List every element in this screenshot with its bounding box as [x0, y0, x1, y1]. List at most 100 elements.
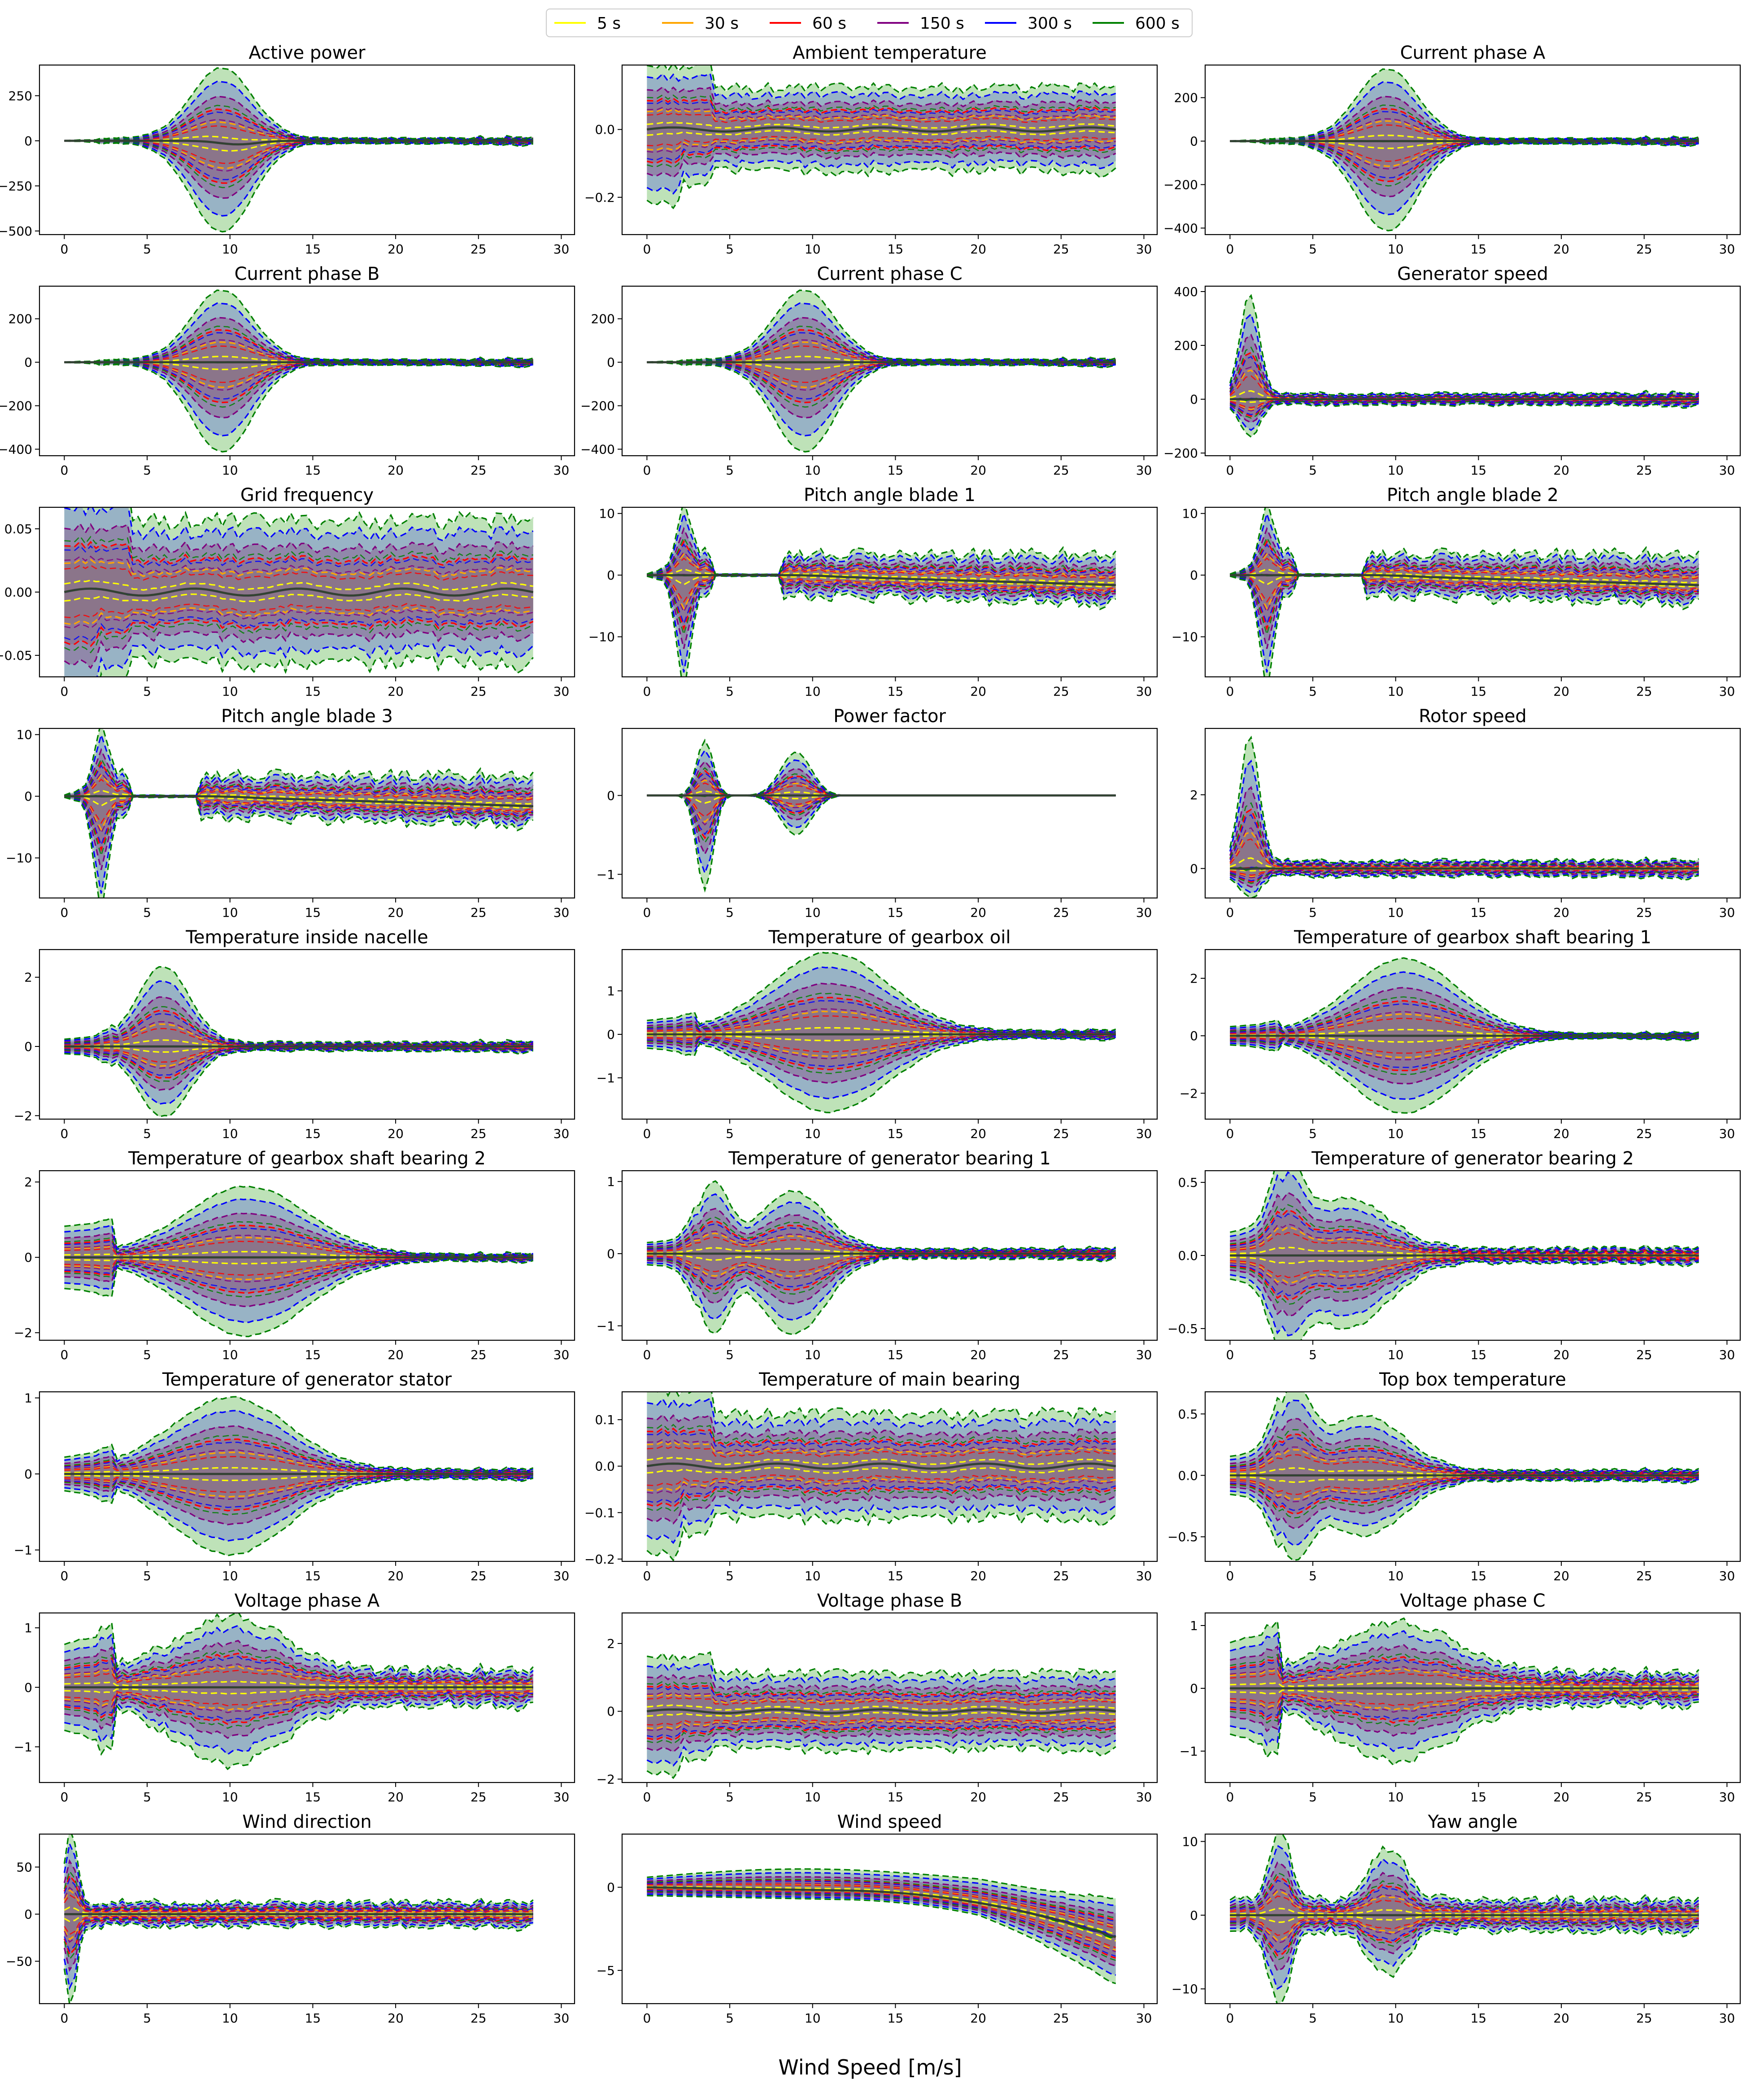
y-tick-label: 0 — [1190, 861, 1198, 876]
envelope-upper-line — [647, 527, 1116, 575]
overall-median-line — [1230, 574, 1699, 586]
x-tick-label: 10 — [1388, 1569, 1404, 1583]
quantile-line — [1229, 802, 1699, 867]
x-tick-label: 0 — [60, 1790, 68, 1804]
x-tick-label: 5 — [143, 905, 151, 920]
envelope-fill — [64, 68, 533, 232]
subplot-title: Temperature inside nacelle — [185, 927, 428, 948]
quantile-line — [1230, 869, 1699, 879]
x-tick-label: 15 — [1471, 2011, 1487, 2026]
envelope-lower-line — [64, 1258, 533, 1308]
envelope-upper-line — [655, 1392, 1116, 1421]
subplot: Yaw angle 0 5 10 15 20 25 30 −10 0 10 — [1172, 1812, 1741, 2026]
envelope-upper-line — [63, 1889, 534, 1913]
quantile-line — [1230, 869, 1699, 876]
x-tick-label: 25 — [470, 2011, 487, 2026]
axes-frame — [621, 64, 1158, 235]
envelope-upper-line — [64, 732, 534, 797]
plot-area — [1229, 1834, 1699, 2004]
x-tick-label: 10 — [222, 1347, 238, 1362]
y-tick-label: 0 — [24, 789, 32, 804]
x-tick-label: 10 — [1388, 242, 1404, 257]
x-tick-label: 25 — [1053, 2011, 1069, 2026]
envelope-fill — [647, 1442, 1116, 1491]
envelope-fill — [1230, 82, 1699, 215]
x-tick-label: 15 — [305, 463, 321, 478]
x-tick-label: 10 — [222, 242, 238, 257]
x-tick-label: 20 — [388, 1569, 404, 1583]
x-tick-label: 30 — [1719, 1569, 1735, 1583]
y-tick-label: 0 — [1190, 1908, 1198, 1923]
y-tick-label: 0 — [1190, 1029, 1198, 1043]
plot-area — [1230, 68, 1699, 231]
envelope-upper-line — [647, 1441, 1116, 1456]
envelope-lower-line — [1230, 1036, 1699, 1100]
envelope-upper-line — [64, 540, 533, 566]
quantile-line — [1230, 996, 1699, 1036]
quantile-line — [1230, 1918, 1699, 1944]
subplot-title: Pitch angle blade 3 — [221, 706, 393, 727]
quantile-line — [647, 1681, 1116, 1696]
axes-frame — [621, 1612, 1158, 1783]
quantile-line — [64, 1915, 533, 1935]
y-tick-label: 0 — [607, 568, 615, 583]
y-tick-label: 0 — [607, 1027, 615, 1042]
x-tick-label: 10 — [1388, 1347, 1404, 1362]
subplot: Generator speed 0 5 10 15 20 25 30 −200 0 200 400 — [1163, 264, 1741, 478]
envelope-upper-line — [64, 1680, 533, 1687]
plot-area — [64, 67, 534, 233]
legend-label: 150 s — [920, 14, 964, 33]
x-tick-label: 5 — [143, 463, 151, 478]
envelope-lower-line — [64, 1259, 534, 1338]
x-tick-label: 5 — [143, 1790, 151, 1804]
quantile-line — [647, 94, 1116, 113]
subplot: Temperature of gearbox shaft bearing 1 0 5… — [1180, 927, 1741, 1141]
x-tick-label: 25 — [1053, 242, 1069, 257]
envelope-upper-line — [64, 67, 534, 142]
x-tick-label: 20 — [388, 1347, 404, 1362]
quantile-line — [64, 1656, 534, 1683]
subplot-title: Active power — [248, 43, 366, 63]
x-tick-label: 0 — [60, 905, 68, 920]
envelope-upper-line — [1229, 507, 1699, 575]
y-tick-label: 0 — [24, 355, 32, 370]
quantile-line — [64, 1474, 533, 1508]
y-tick-label: −10 — [6, 851, 32, 866]
x-tick-label: 5 — [143, 1126, 151, 1141]
subplot: Grid frequency 0 5 10 15 20 25 30 −0.05 0.00 0.05 — [0, 485, 575, 699]
plot-area — [647, 289, 1116, 453]
overall-median-line — [64, 587, 534, 597]
x-tick-label: 15 — [305, 242, 321, 257]
envelope-lower-line — [647, 362, 1116, 419]
subplot-title: Temperature of gearbox oil — [768, 927, 1010, 948]
envelope-upper-line — [647, 1693, 1116, 1704]
quantile-line — [64, 1691, 533, 1713]
x-tick-label: 5 — [1309, 1790, 1317, 1804]
envelope-upper-line — [64, 289, 534, 363]
x-tick-label: 10 — [805, 463, 821, 478]
x-tick-label: 20 — [1553, 684, 1569, 699]
envelope-upper-line — [647, 317, 1116, 363]
x-tick-label: 20 — [970, 905, 986, 920]
x-tick-label: 20 — [1553, 2011, 1569, 2026]
envelope-upper-line — [64, 1665, 534, 1685]
x-tick-label: 25 — [1053, 463, 1069, 478]
quantile-line — [647, 325, 1116, 363]
x-tick-label: 30 — [553, 1347, 570, 1362]
envelope-lower-line — [1230, 1688, 1699, 1695]
x-tick-label: 25 — [1636, 242, 1652, 257]
x-tick-label: 10 — [805, 905, 821, 920]
envelope-upper-line — [63, 1841, 534, 1908]
plot-area — [1229, 507, 1699, 677]
y-tick-label: 1 — [607, 984, 615, 998]
quantile-line — [1230, 551, 1699, 577]
x-tick-label: 25 — [1636, 684, 1652, 699]
envelope-fill — [1230, 314, 1699, 430]
y-tick-label: 0.0 — [595, 122, 615, 137]
quantile-line — [1229, 356, 1699, 398]
y-tick-label: −400 — [0, 442, 32, 457]
envelope-lower-line — [647, 794, 1116, 876]
envelope-lower-line — [1230, 1925, 1699, 2004]
